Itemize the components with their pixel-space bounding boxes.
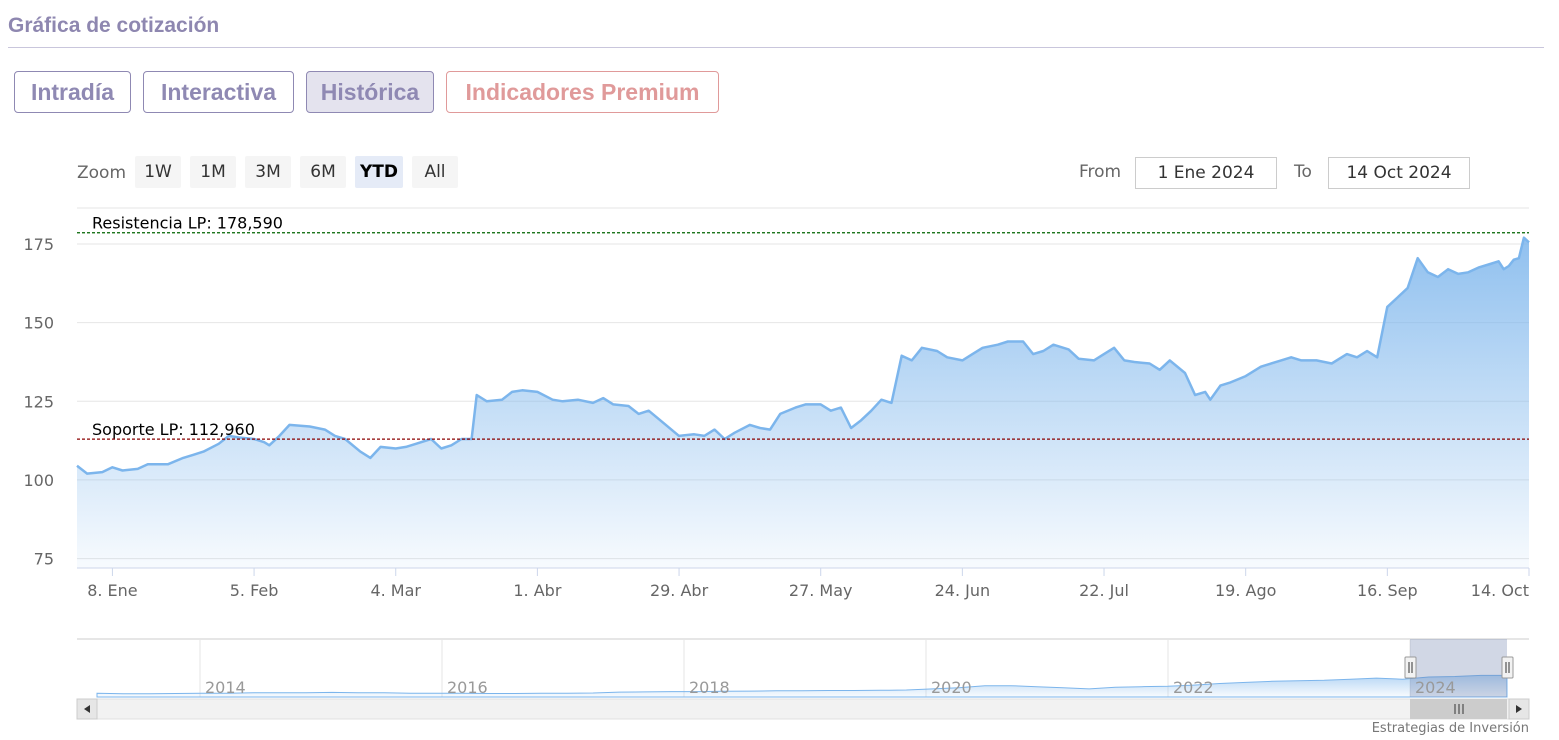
navigator-year-label: 2024 — [1415, 678, 1456, 697]
x-tick-label: 24. Jun — [935, 581, 991, 600]
y-tick-label: 175 — [23, 235, 54, 254]
y-tick-label: 125 — [23, 392, 54, 411]
navigator-left-handle[interactable] — [1404, 656, 1417, 679]
zoom-all-button[interactable]: All — [412, 156, 458, 188]
navigator-year-label: 2022 — [1173, 678, 1214, 697]
arrow-right-icon — [1516, 705, 1522, 713]
x-tick-label: 19. Ago — [1215, 581, 1276, 600]
navigator-series — [96, 674, 1508, 698]
tab-indicadores-premium[interactable]: Indicadores Premium — [446, 71, 719, 113]
scrollbar-track[interactable] — [76, 698, 1530, 720]
x-tick-label: 4. Mar — [370, 581, 421, 600]
zoom-label: Zoom — [77, 163, 127, 183]
range-to-input[interactable]: 14 Oct 2024 — [1328, 157, 1470, 189]
zoom-ytd-button[interactable]: YTD — [355, 156, 403, 188]
x-tick-label: 5. Feb — [230, 581, 279, 600]
x-tick-label: 29. Abr — [650, 581, 709, 600]
page-title: Gráfica de cotización — [8, 14, 220, 37]
y-tick-label: 75 — [34, 550, 54, 569]
navigator-selection[interactable] — [1410, 639, 1507, 697]
zoom-1w-button[interactable]: 1W — [135, 156, 181, 188]
support-label: Soporte LP: 112,960 — [92, 420, 255, 439]
header-divider — [8, 47, 1544, 48]
x-tick-label: 16. Sep — [1357, 581, 1418, 600]
tab-intradia[interactable]: Intradía — [14, 71, 131, 113]
navigator-year-label: 2014 — [205, 678, 246, 697]
tab-historica[interactable]: Histórica — [306, 71, 434, 113]
tab-interactiva[interactable]: Interactiva — [143, 71, 294, 113]
arrow-left-icon — [84, 705, 90, 713]
navigator-year-label: 2018 — [689, 678, 730, 697]
range-from-label: From — [1079, 162, 1122, 182]
zoom-1m-button[interactable]: 1M — [190, 156, 236, 188]
zoom-6m-button[interactable]: 6M — [300, 156, 346, 188]
resistance-label: Resistencia LP: 178,590 — [92, 214, 283, 233]
range-from-input[interactable]: 1 Ene 2024 — [1135, 157, 1277, 189]
navigator-year-label: 2016 — [447, 678, 488, 697]
y-tick-label: 150 — [23, 314, 54, 333]
x-tick-label: 27. May — [789, 581, 853, 600]
zoom-3m-button[interactable]: 3M — [245, 156, 291, 188]
x-tick-label: 14. Oct — [1471, 581, 1529, 600]
navigator-right-handle[interactable] — [1501, 656, 1514, 679]
x-tick-label: 8. Ene — [87, 581, 137, 600]
x-tick-label: 1. Abr — [513, 581, 561, 600]
price-line — [76, 236, 1530, 475]
price-area — [77, 237, 1529, 568]
y-tick-label: 100 — [23, 471, 54, 490]
chart-credit: Estrategias de Inversión — [1371, 721, 1529, 736]
navigator-year-label: 2020 — [931, 678, 972, 697]
x-tick-label: 22. Jul — [1079, 581, 1129, 600]
navigator[interactable]: 2014 2016 2018 2020 2022 2024 — [77, 638, 1529, 698]
range-to-label: To — [1294, 162, 1312, 182]
